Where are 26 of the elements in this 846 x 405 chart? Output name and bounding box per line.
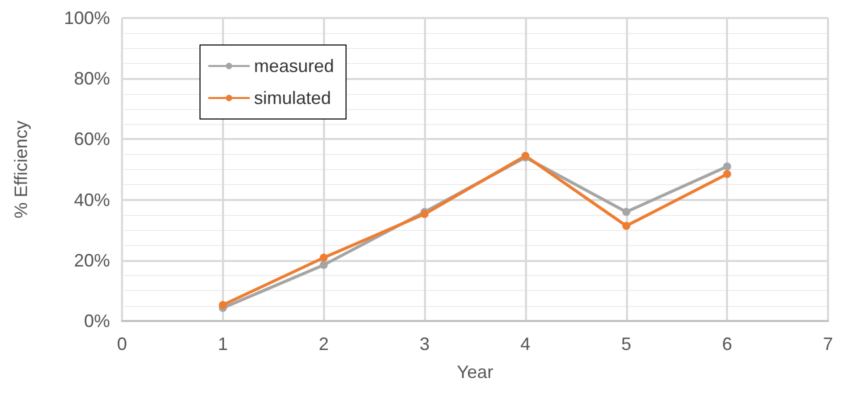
x-tick-label: 5 bbox=[621, 334, 632, 354]
legend-label: measured bbox=[254, 56, 334, 76]
x-tick-label: 0 bbox=[116, 334, 128, 354]
y-tick-label: 0% bbox=[84, 311, 110, 331]
point bbox=[420, 210, 429, 218]
x-tick-label: 2 bbox=[318, 334, 329, 354]
point bbox=[723, 162, 732, 170]
legend-label: simulated bbox=[254, 88, 332, 108]
y-tick-label: 40% bbox=[74, 190, 110, 210]
x-tick-label: 3 bbox=[420, 334, 430, 354]
x-axis-title: Year bbox=[456, 362, 494, 382]
point bbox=[622, 208, 630, 216]
point bbox=[218, 300, 227, 309]
x-tick-label: 6 bbox=[722, 334, 732, 354]
point bbox=[622, 222, 630, 230]
y-tick-label: 60% bbox=[74, 129, 110, 150]
y-tick-label: 100% bbox=[64, 8, 110, 28]
y-axis-title: % Efficiency bbox=[11, 120, 31, 218]
y-tick-label: 80% bbox=[74, 68, 110, 89]
point bbox=[320, 260, 328, 269]
x-tick-label: 7 bbox=[822, 334, 834, 354]
x-tick-label: 1 bbox=[218, 334, 228, 354]
y-tick-label: 20% bbox=[74, 250, 110, 270]
point bbox=[320, 254, 328, 262]
point bbox=[723, 170, 732, 178]
x-tick-label: 4 bbox=[520, 334, 530, 354]
